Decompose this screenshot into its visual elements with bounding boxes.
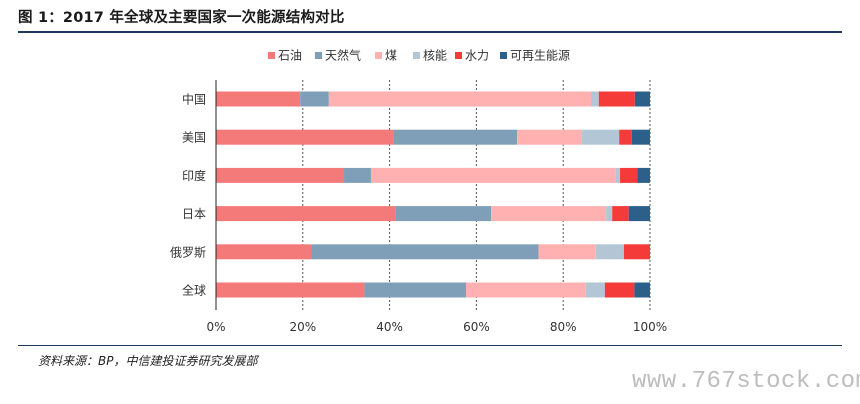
legend-swatch <box>375 52 382 59</box>
chart-legend: 石油 天然气 煤 核能 水力 可再生能源 <box>268 48 570 63</box>
legend-swatch <box>455 52 462 59</box>
legend-label: 煤 <box>385 49 397 63</box>
legend-item: 天然气 <box>315 48 361 63</box>
legend-label: 石油 <box>278 49 302 63</box>
legend-label: 天然气 <box>325 48 361 63</box>
bar-segment <box>620 167 638 183</box>
legend-item: 可再生能源 <box>500 49 570 63</box>
bar-segment <box>465 282 586 298</box>
x-tick-label: 100% <box>633 320 667 334</box>
bar-segment <box>370 167 616 183</box>
bar-segment <box>606 206 613 222</box>
bar-segment <box>634 282 650 298</box>
y-tick-label: 美国 <box>182 131 206 145</box>
bar-segment <box>634 91 650 107</box>
legend-swatch <box>413 52 420 59</box>
y-tick-label: 中国 <box>182 92 206 107</box>
bar-segment <box>216 91 301 107</box>
title-rule <box>18 31 842 33</box>
legend-label: 水力 <box>465 49 489 63</box>
legend-item: 水力 <box>455 49 489 63</box>
bar-segment <box>628 206 650 222</box>
legend-swatch <box>268 52 275 59</box>
legend-item: 核能 <box>413 49 447 63</box>
legend-label: 可再生能源 <box>510 49 570 63</box>
bar-segment <box>595 244 624 260</box>
x-tick-label: 80% <box>550 320 577 334</box>
bar-segment <box>623 244 650 260</box>
y-tick-label: 日本 <box>182 207 206 221</box>
bar-segment <box>619 129 632 145</box>
legend-item: 石油 <box>268 49 302 63</box>
legend-item: 煤 <box>375 49 397 63</box>
x-tick-label: 0% <box>206 320 225 334</box>
source-rule <box>18 345 842 346</box>
watermark: www.767stock.com <box>632 368 860 395</box>
bar-segment <box>311 244 539 260</box>
bar-segment <box>598 91 635 107</box>
bar-segment <box>300 91 329 107</box>
chart-grid <box>302 80 651 310</box>
bar-segment <box>216 129 394 145</box>
y-tick-label: 印度 <box>182 168 206 183</box>
bar-segment <box>344 167 371 183</box>
bar-segment <box>637 167 650 183</box>
bar-segment <box>216 244 312 260</box>
bar-segment <box>538 244 596 260</box>
bar-segment <box>491 206 607 222</box>
bar-segment <box>216 206 396 222</box>
bar-segment <box>517 129 582 145</box>
bar-segment <box>585 282 605 298</box>
bar-segment <box>631 129 650 145</box>
bar-segment <box>581 129 620 145</box>
x-tick-label: 20% <box>289 320 316 334</box>
bar-segment <box>604 282 635 298</box>
bar-segment <box>395 206 492 222</box>
y-tick-label: 俄罗斯 <box>170 245 206 259</box>
bar-segment <box>216 167 345 183</box>
bar-segment <box>612 206 629 222</box>
legend-swatch <box>315 52 322 59</box>
figure-title: 图 1：2017 年全球及主要国家一次能源结构对比 <box>18 10 345 26</box>
bar-segment <box>615 167 621 183</box>
y-tick-label: 全球 <box>182 283 206 298</box>
bar-segment <box>328 91 591 107</box>
source-note: 资料来源：BP，中信建投证券研究发展部 <box>38 354 258 368</box>
chart-bars <box>216 91 650 298</box>
bar-segment <box>364 282 466 298</box>
legend-label: 核能 <box>423 49 447 63</box>
bar-segment <box>590 91 599 107</box>
bar-segment <box>393 129 518 145</box>
x-tick-label: 40% <box>376 320 403 334</box>
legend-swatch <box>500 52 507 59</box>
bar-segment <box>216 282 365 298</box>
x-tick-label: 60% <box>463 320 490 334</box>
